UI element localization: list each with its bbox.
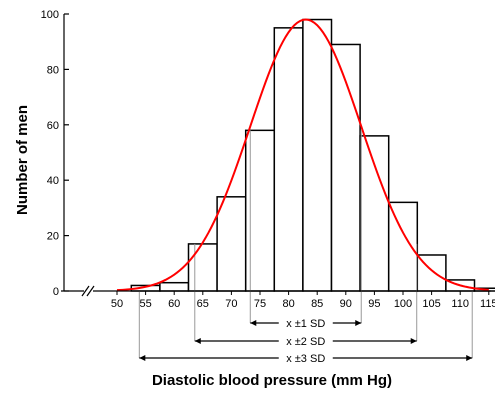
x-tick-label: 60 (168, 298, 180, 310)
normal-curve (116, 18, 489, 292)
sd-arrowhead-right (410, 338, 417, 344)
sd-arrowhead-right (466, 355, 473, 361)
sd-label-bg (278, 335, 333, 347)
x-tick-label: 80 (282, 298, 294, 310)
sd-arrowhead-left (194, 338, 201, 344)
x-tick-label: 90 (340, 298, 352, 310)
axes-group (61, 14, 491, 292)
x-tick-label: 70 (225, 298, 237, 310)
x-tick-label: 55 (139, 298, 151, 310)
x-tick-label: 115 (480, 298, 495, 310)
histogram-bar (273, 27, 304, 292)
sd-label-bg (278, 317, 333, 329)
y-tick-label: 20 (47, 231, 59, 243)
histogram-bar (359, 135, 390, 292)
histogram-bar (216, 196, 247, 292)
y-tick-label: 0 (53, 286, 59, 298)
x-tick-label: 75 (254, 298, 266, 310)
y-ticks: 0 20 40 60 80 100 (41, 9, 69, 298)
y-tick-label: 100 (41, 9, 59, 21)
y-tick-label: 80 (47, 64, 59, 76)
sd-arrowhead-right (355, 320, 362, 326)
y-tick-label: 60 (47, 120, 59, 132)
x-tick-label: 95 (368, 298, 380, 310)
histogram-bar (416, 254, 447, 292)
axis-break-gap (84, 284, 93, 298)
axis-break-slash (86, 285, 95, 297)
sd-arrowhead-left (139, 355, 146, 361)
x-tick-label: 110 (451, 298, 469, 310)
axis-break-icon (81, 284, 95, 298)
x-tick-label: 100 (394, 298, 412, 310)
axis-break-slash (81, 285, 90, 297)
sd-range-label: x ±3 SD (286, 353, 325, 365)
bars-group (130, 18, 495, 292)
histogram-bar (187, 243, 218, 292)
x-axis-title: Diastolic blood pressure (mm Hg) (152, 372, 392, 389)
sd-label-bg (278, 352, 333, 364)
histogram-bar (159, 281, 190, 292)
x-tick-label: 65 (197, 298, 209, 310)
x-tick-label: 50 (111, 298, 123, 310)
y-tick-label: 40 (47, 175, 59, 187)
y-axis-title: Number of men (14, 105, 31, 215)
x-tick-label: 85 (311, 298, 323, 310)
histogram-bar (302, 18, 333, 292)
sd-range-label: x ±1 SD (286, 318, 325, 330)
sd-range-markers: x ±1 SD x ±2 SD x ±3 SD (139, 317, 473, 365)
sd-range-label: x ±2 SD (286, 336, 325, 348)
histogram-bar (387, 201, 419, 292)
sd-arrowhead-left (250, 320, 257, 326)
x-ticks: 50 55 60 65 70 75 80 85 90 95 100 105 110 115 (111, 291, 495, 310)
x-tick-label: 105 (422, 298, 440, 310)
